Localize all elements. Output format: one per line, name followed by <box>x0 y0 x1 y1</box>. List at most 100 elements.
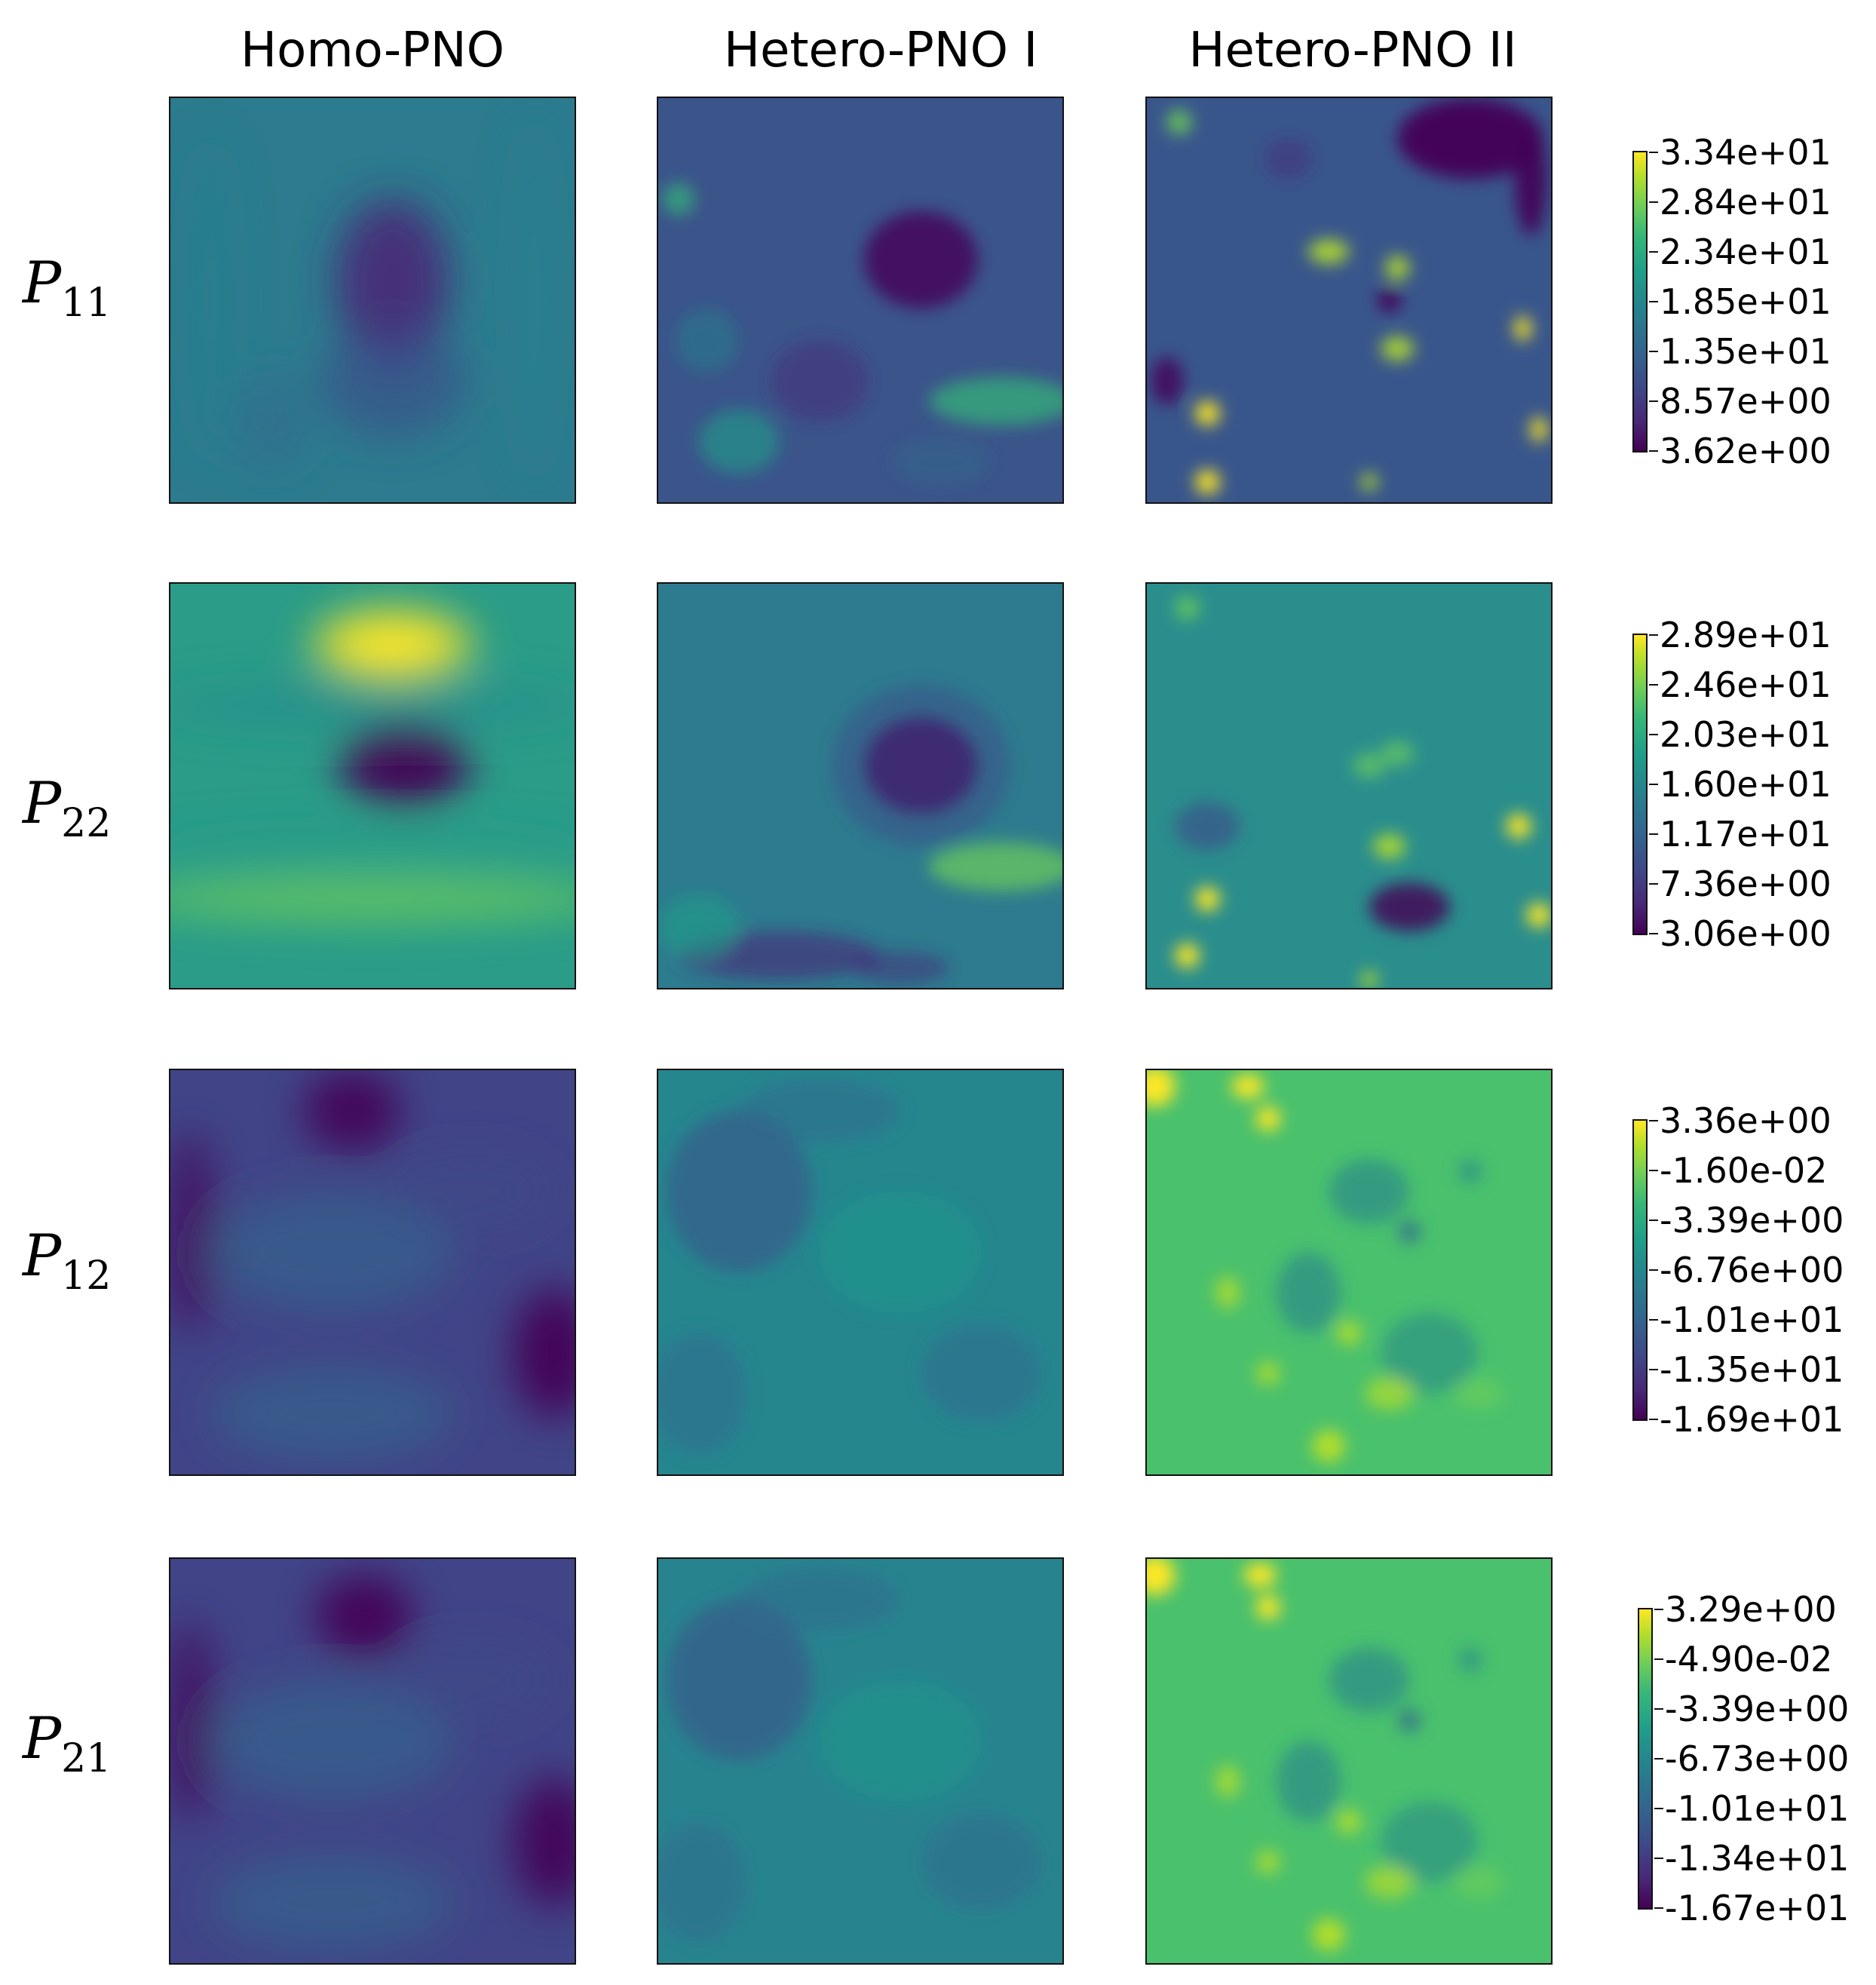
colorbar-tick <box>1654 1658 1663 1660</box>
heatmap-blob <box>1381 336 1414 361</box>
heatmap-blob <box>1255 1849 1280 1875</box>
heatmap-blob <box>170 680 575 729</box>
heatmap-p11-hetero-pno-2 <box>1145 97 1553 504</box>
heatmap-blob <box>1454 1377 1503 1410</box>
heatmap-p22-hetero-pno-1 <box>657 582 1064 989</box>
heatmap-blob <box>1308 239 1349 264</box>
heatmap-blob <box>1255 1595 1280 1620</box>
heatmap-blob <box>1195 401 1220 426</box>
heatmap-p21-homo-pno <box>169 1557 576 1965</box>
heatmap-blob <box>1336 1809 1362 1834</box>
heatmap-blob <box>929 376 1062 426</box>
heatmap-blob <box>852 951 949 984</box>
colorbar-tick <box>1649 1220 1658 1221</box>
heatmap-blob <box>1397 1220 1422 1244</box>
column-title-hetero-pno-1: Hetero-PNO I <box>723 23 1038 78</box>
heatmap-p12-homo-pno <box>169 1069 576 1476</box>
heatmap-blob <box>170 874 575 924</box>
colorbar-tick <box>1649 1419 1658 1420</box>
colorbar-tick-label: 3.29e+00 <box>1665 1589 1837 1630</box>
heatmap-blob <box>1454 1866 1503 1899</box>
heatmap-blob <box>658 1333 747 1455</box>
heatmap-blob <box>658 894 740 960</box>
heatmap-blob <box>1166 110 1191 135</box>
heatmap-background <box>1147 584 1551 988</box>
heatmap-blob <box>666 1599 812 1761</box>
heatmap-blob <box>666 1110 812 1272</box>
heatmap-blob <box>513 1288 575 1418</box>
heatmap-blob <box>1215 1276 1240 1309</box>
heatmap-blob <box>1312 1430 1345 1462</box>
heatmap-blob <box>170 1131 215 1333</box>
heatmap-blob <box>1397 1708 1422 1733</box>
heatmap-blob <box>1147 1559 1176 1596</box>
heatmap-blob <box>1514 122 1547 236</box>
heatmap-blob <box>921 1324 1043 1422</box>
colorbar-tick <box>1654 1758 1663 1760</box>
heatmap-blob <box>1397 98 1543 179</box>
colorbar-tick <box>1649 1120 1658 1121</box>
colorbar-tick <box>1654 1808 1663 1809</box>
colorbar-tick <box>1649 634 1658 636</box>
column-title-homo-pno: Homo-PNO <box>241 23 504 78</box>
colorbar-p21: 3.29e+00 -4.90e-02 -3.39e+00 -6.73e+00 -1.01… <box>1638 1589 1849 1928</box>
colorbar-tick-label: -1.35e+01 <box>1660 1349 1844 1390</box>
heatmap-blob <box>1353 753 1386 778</box>
heatmap-blob <box>303 1070 401 1152</box>
heatmap-blob <box>771 340 869 422</box>
colorbar-tick-label: 3.06e+00 <box>1660 913 1832 954</box>
heatmap-blob <box>1514 316 1531 341</box>
colorbar-tick-label: 1.60e+01 <box>1660 764 1832 805</box>
heatmap-blob <box>1243 1563 1277 1588</box>
heatmap-blob <box>1255 1106 1280 1131</box>
heatmap-blob <box>1147 1070 1176 1107</box>
colorbar-tick <box>1649 301 1658 302</box>
colorbar-tick-label: 1.17e+01 <box>1660 814 1832 854</box>
colorbar-tick <box>1649 833 1658 835</box>
heatmap-blob <box>1507 814 1531 839</box>
heatmap-blob <box>820 1191 982 1313</box>
heatmap-blob <box>1381 1312 1479 1394</box>
heatmap-blob <box>1231 1074 1264 1099</box>
heatmap-blob <box>1276 1741 1341 1822</box>
colorbar-tick-label: -4.90e-02 <box>1665 1639 1833 1680</box>
colorbar-tick <box>1649 1170 1658 1171</box>
heatmap-blob <box>674 308 740 373</box>
colorbar-tick-label: -3.39e+00 <box>1660 1200 1844 1241</box>
heatmap-blob <box>1175 943 1200 968</box>
heatmap-blob <box>1195 470 1220 495</box>
row-label-p21: P21 <box>23 1704 112 1781</box>
heatmap-p11-hetero-pno-1 <box>657 97 1064 504</box>
heatmap-blob <box>315 1575 413 1656</box>
column-title-hetero-pno-2: Hetero-PNO II <box>1188 23 1517 78</box>
heatmap-blob <box>1361 474 1378 490</box>
heatmap-blob <box>1195 887 1220 912</box>
heatmap-blob <box>210 1191 454 1313</box>
colorbar-tick <box>1654 1907 1663 1909</box>
colorbar-tick-label: 1.85e+01 <box>1660 281 1832 322</box>
heatmap-blob <box>662 183 695 216</box>
heatmap-blob <box>892 437 990 486</box>
heatmap-blob <box>658 1821 747 1944</box>
colorbar-tick-label: 2.84e+01 <box>1660 182 1832 222</box>
colorbar-tick <box>1649 251 1658 253</box>
heatmap-background <box>1147 1559 1551 1963</box>
heatmap-blob <box>1329 1647 1410 1713</box>
colorbar-tick <box>1649 1319 1658 1321</box>
colorbar-tick-label: -1.69e+01 <box>1660 1399 1844 1440</box>
colorbar-tick-label: -6.76e+00 <box>1660 1250 1844 1290</box>
heatmap-blob <box>231 373 312 471</box>
heatmap-blob <box>513 1777 575 1907</box>
colorbar-p12: 3.36e+00 -1.60e-02 -3.39e+00 -6.76e+00 -1.01… <box>1632 1100 1844 1440</box>
colorbar-tick <box>1649 201 1658 203</box>
colorbar-tick-label: -1.67e+01 <box>1665 1888 1850 1928</box>
colorbar-tick-label: -6.73e+00 <box>1665 1738 1850 1779</box>
colorbar-tick <box>1649 400 1658 402</box>
heatmap-blob <box>320 324 466 438</box>
heatmap-blob <box>1336 1321 1362 1345</box>
heatmap-blob <box>170 830 575 863</box>
colorbar-tick <box>1654 1858 1663 1859</box>
heatmap-blob <box>210 1365 454 1462</box>
colorbar-tick-label: 2.89e+01 <box>1660 615 1832 655</box>
colorbar-tick-label: -1.01e+01 <box>1665 1788 1850 1829</box>
